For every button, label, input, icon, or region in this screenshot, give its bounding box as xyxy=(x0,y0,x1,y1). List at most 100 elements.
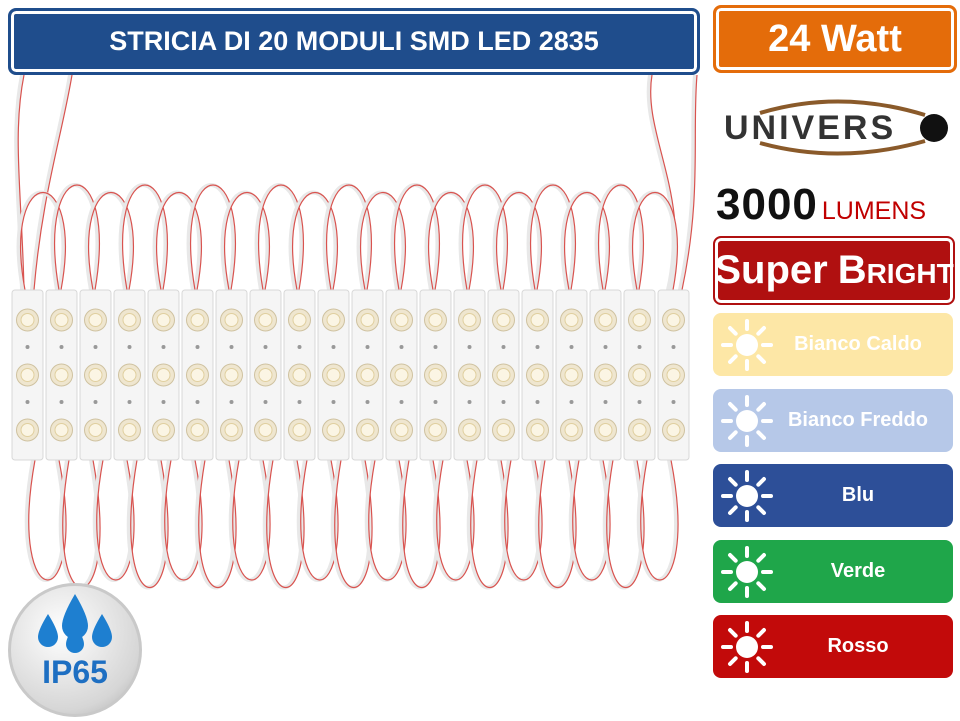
lumens: 3000 LUMENS xyxy=(716,180,956,230)
screw-hole xyxy=(229,400,234,404)
led-lens xyxy=(292,313,307,327)
screw-hole xyxy=(671,345,676,349)
wire-red xyxy=(164,459,203,581)
led-lens xyxy=(326,423,341,437)
led-lens xyxy=(20,313,35,327)
color-option[interactable]: Bianco Caldo xyxy=(713,313,953,376)
sun-ray xyxy=(728,655,738,666)
title-text: STRICIA DI 20 MODULI SMD LED 2835 xyxy=(109,26,599,56)
wire-red xyxy=(122,184,168,291)
title-banner: STRICIA DI 20 MODULI SMD LED 2835 xyxy=(8,8,700,75)
color-option[interactable]: Verde xyxy=(713,540,953,603)
led-lens xyxy=(54,313,69,327)
wire-red xyxy=(606,459,645,588)
led-lens xyxy=(598,313,613,327)
lumens-unit: LUMENS xyxy=(821,197,927,225)
screw-hole xyxy=(331,345,336,349)
wire-red xyxy=(538,459,577,588)
sun-ray xyxy=(756,552,766,563)
wire-red xyxy=(394,184,440,291)
wire-red xyxy=(190,184,236,291)
screw-hole xyxy=(433,400,438,404)
led-lens xyxy=(564,423,579,437)
screw-hole xyxy=(93,400,98,404)
color-label: Bianco Caldo xyxy=(794,333,922,355)
screw-hole xyxy=(467,345,472,349)
led-lens xyxy=(292,368,307,382)
led-lens xyxy=(598,423,613,437)
wire-red xyxy=(96,459,135,581)
color-option[interactable]: Rosso xyxy=(713,615,953,678)
wire xyxy=(30,75,72,291)
led-lens xyxy=(462,313,477,327)
wire-red xyxy=(428,192,474,291)
led-lens xyxy=(632,423,647,437)
led-lens xyxy=(190,313,205,327)
led-lens xyxy=(88,313,103,327)
screw-hole xyxy=(161,345,166,349)
screw-hole xyxy=(297,345,302,349)
led-lens xyxy=(530,368,545,382)
led-lens xyxy=(428,368,443,382)
screw-hole xyxy=(263,345,268,349)
led-lens xyxy=(666,313,681,327)
sun-icon xyxy=(721,545,773,598)
led-lens xyxy=(564,313,579,327)
led-lens xyxy=(224,368,239,382)
color-label: Rosso xyxy=(827,635,889,657)
led-lens xyxy=(394,368,409,382)
wire-red xyxy=(130,459,169,588)
power-badge: 24 Watt xyxy=(713,5,957,73)
screw-hole xyxy=(365,345,370,349)
wire-red xyxy=(232,459,271,581)
screw-hole xyxy=(433,345,438,349)
wire-red xyxy=(17,75,25,291)
wire-red xyxy=(360,192,406,291)
wire-red xyxy=(224,192,270,291)
screw-hole xyxy=(365,400,370,404)
screw-hole xyxy=(399,400,404,404)
screw-hole xyxy=(637,400,642,404)
screw-hole xyxy=(297,400,302,404)
sun-ray xyxy=(728,353,738,364)
screw-hole xyxy=(195,400,200,404)
wire-red xyxy=(402,459,441,588)
screw-hole xyxy=(59,345,64,349)
ip-badge: IP65 xyxy=(8,583,142,717)
led-lens xyxy=(122,423,137,437)
sun-ray xyxy=(756,429,766,440)
led-lens xyxy=(190,368,205,382)
led-lens xyxy=(598,368,613,382)
screw-hole xyxy=(25,400,30,404)
logo-arc xyxy=(759,139,926,156)
color-option[interactable]: Blu xyxy=(713,464,953,527)
led-lens xyxy=(122,313,137,327)
sun-core xyxy=(736,409,758,432)
led-lens xyxy=(20,368,35,382)
led-lens xyxy=(20,423,35,437)
led-lens xyxy=(530,313,545,327)
led-lens xyxy=(666,423,681,437)
power-text: 24 Watt xyxy=(768,17,902,60)
led-lens xyxy=(496,313,511,327)
led-lens xyxy=(360,313,375,327)
led-lens xyxy=(156,423,171,437)
led-lens xyxy=(666,368,681,382)
led-lens xyxy=(394,423,409,437)
wire-red xyxy=(33,75,73,291)
sun-ray xyxy=(728,401,738,412)
lumens-value: 3000 xyxy=(716,180,818,229)
color-option[interactable]: Bianco Freddo xyxy=(713,389,953,452)
led-lens xyxy=(496,423,511,437)
led-lens xyxy=(462,368,477,382)
sun-icon xyxy=(721,469,773,522)
led-strip-photo xyxy=(11,75,698,590)
color-label: Bianco Freddo xyxy=(787,409,928,431)
led-lens xyxy=(292,423,307,437)
bright-text: BRIGHT xyxy=(837,248,954,292)
screw-hole xyxy=(603,345,608,349)
wire-red xyxy=(470,459,509,588)
wire xyxy=(646,75,676,291)
sun-ray xyxy=(756,353,766,364)
wire-red xyxy=(632,192,678,291)
